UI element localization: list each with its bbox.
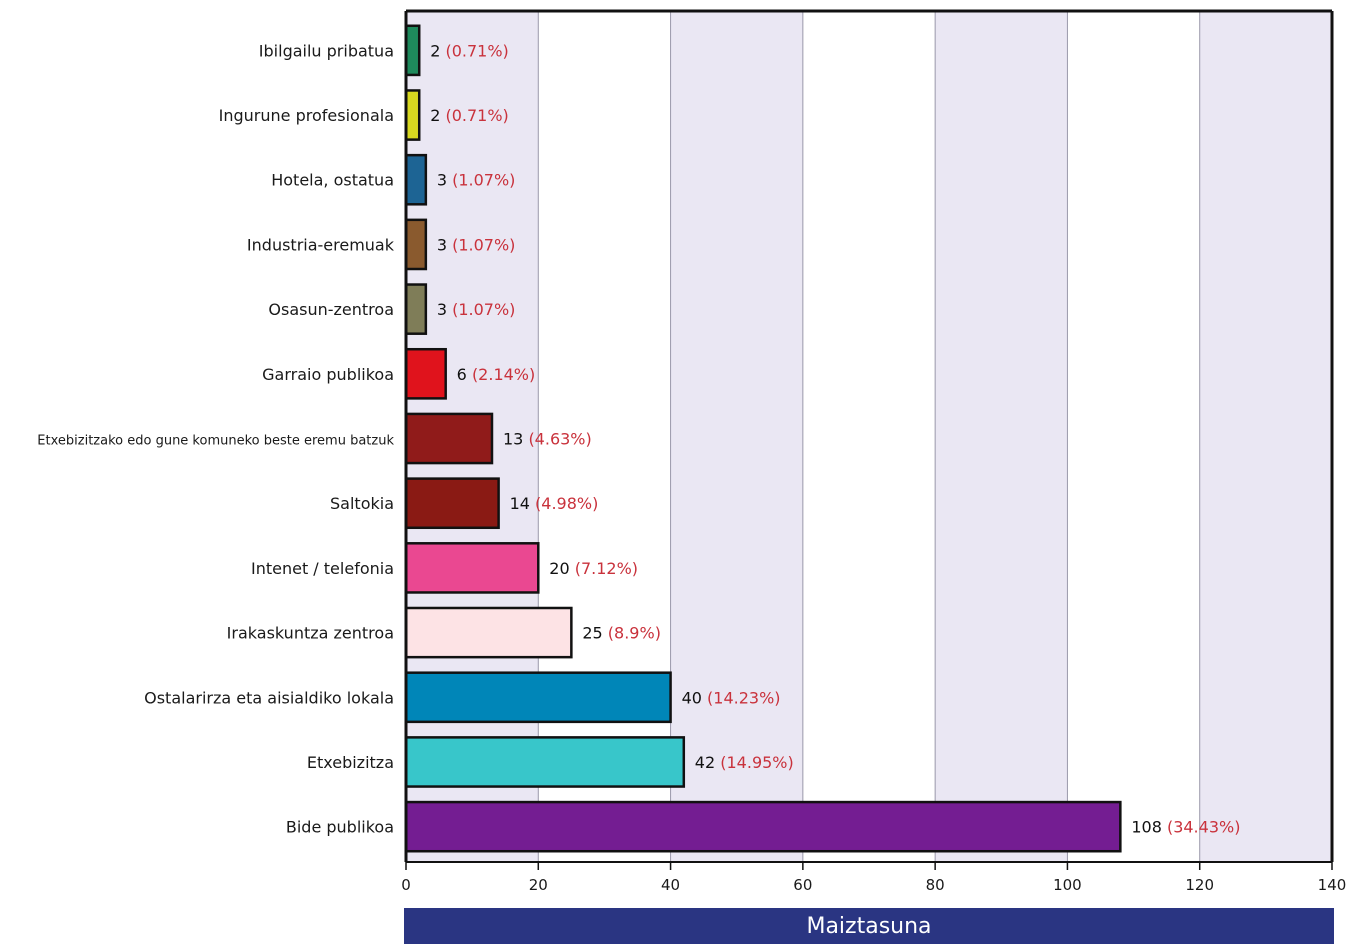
value-label: 25 [582,624,607,643]
data-label: 14 (4.98%) [510,494,599,513]
percent-label: (7.12%) [575,559,638,578]
x-tick-label: 20 [529,876,548,894]
category-label: Bide publikoa [286,818,394,837]
percent-label: (4.63%) [528,430,591,449]
bar [404,412,494,465]
grid-band [802,11,936,862]
category-label: Hotela, ostatua [271,171,394,190]
value-label: 42 [695,753,720,772]
x-tick-label: 140 [1318,876,1347,894]
percent-label: (1.07%) [452,235,515,254]
data-label: 3 (1.07%) [437,171,516,190]
value-label: 20 [549,559,574,578]
value-label: 13 [503,430,528,449]
x-tick-label: 60 [793,876,812,894]
data-label: 6 (2.14%) [457,365,536,384]
bar [404,542,540,594]
data-label: 2 (0.71%) [430,41,509,60]
percent-label: (1.07%) [452,300,515,319]
category-label: Saltokia [330,494,394,513]
data-label: 40 (14.23%) [682,688,781,707]
data-label: 3 (1.07%) [437,300,516,319]
bar [404,347,447,400]
data-label: 108 (34.43%) [1131,818,1240,837]
value-label: 2 [430,41,445,60]
grid-band [670,11,803,862]
data-label: 13 (4.63%) [503,430,592,449]
category-label: Ingurune profesionala [219,106,394,125]
bar [404,89,421,141]
x-tick-label: 0 [401,876,411,894]
data-label: 20 (7.12%) [549,559,638,578]
bar [404,153,428,206]
data-label: 25 (8.9%) [582,624,661,643]
percent-label: (0.71%) [445,41,508,60]
percent-label: (8.9%) [608,624,661,643]
grid-band [1199,11,1332,862]
category-label: Osasun-zentroa [268,300,394,319]
x-tick-label: 80 [926,876,945,894]
bar [404,736,686,788]
bar [404,477,500,530]
bar [404,606,573,659]
category-label: Etxebizitzako edo gune komuneko beste er… [37,434,394,449]
percent-label: (0.71%) [445,106,508,125]
value-label: 3 [437,300,452,319]
bar [404,800,1122,853]
data-label: 42 (14.95%) [695,753,794,772]
percent-label: (1.07%) [452,171,515,190]
value-label: 2 [430,106,445,125]
x-tick-label: 100 [1053,876,1082,894]
data-label: 3 (1.07%) [437,235,516,254]
value-label: 6 [457,365,472,384]
bar [404,671,672,724]
bar [404,283,428,335]
category-label: Garraio publikoa [262,365,394,384]
bar [404,24,421,77]
percent-label: (2.14%) [472,365,535,384]
value-label: 3 [437,171,452,190]
value-label: 108 [1131,818,1167,837]
percent-label: (14.23%) [707,688,781,707]
value-label: 40 [682,688,707,707]
grid-band [935,11,1068,862]
category-label: Ibilgailu pribatua [259,41,394,60]
bar [404,218,428,271]
data-label: 2 (0.71%) [430,106,509,125]
x-tick-label: 120 [1185,876,1214,894]
percent-label: (14.95%) [720,753,794,772]
percent-label: (4.98%) [535,494,598,513]
category-label: Irakaskuntza zentroa [227,624,394,643]
grid-band [1067,11,1200,862]
percent-label: (34.43%) [1167,818,1241,837]
x-axis-label: Maiztasuna [404,908,1334,944]
value-label: 3 [437,235,452,254]
category-label: Industria-eremuak [247,235,395,254]
value-label: 14 [510,494,535,513]
x-tick-label: 40 [661,876,680,894]
category-label: Etxebizitza [307,753,394,772]
category-label: Intenet / telefonia [251,559,394,578]
category-label: Ostalarirza eta aisialdiko lokala [144,688,394,707]
